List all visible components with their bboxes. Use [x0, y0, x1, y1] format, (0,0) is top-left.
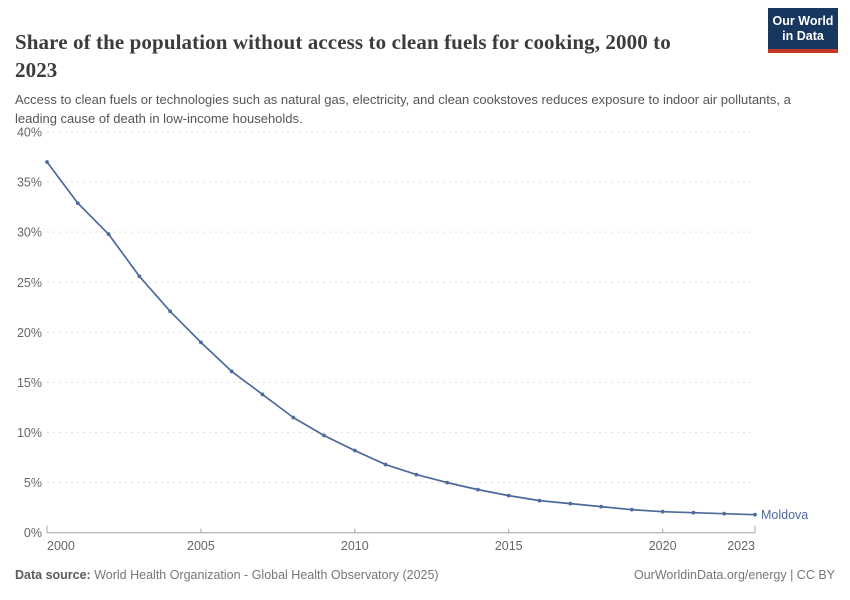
x-tick-label: 2015	[495, 539, 523, 553]
y-tick-label: 0%	[24, 526, 42, 540]
y-tick-label: 5%	[24, 476, 42, 490]
data-point	[629, 507, 634, 512]
data-point	[137, 274, 142, 279]
data-point	[45, 160, 49, 164]
series-line	[46, 161, 756, 516]
data-source-value: World Health Organization - Global Healt…	[94, 568, 439, 582]
data-source-label: Data source:	[15, 568, 91, 582]
data-point	[568, 501, 573, 506]
data-point	[753, 512, 757, 517]
y-tick-label: 30%	[17, 226, 42, 240]
data-point	[537, 498, 542, 503]
data-point	[291, 415, 296, 420]
x-tick-label: 2010	[341, 539, 369, 553]
y-tick-label: 40%	[17, 126, 42, 140]
data-point	[660, 509, 665, 514]
rights-link[interactable]: OurWorldinData.org/energy | CC BY	[633, 568, 835, 582]
y-tick-label: 10%	[17, 426, 42, 440]
y-tick-label: 20%	[17, 326, 42, 340]
owid-logo-line2: in Data	[782, 29, 824, 43]
data-point	[106, 232, 111, 237]
data-point	[199, 340, 203, 345]
y-tick-label: 25%	[17, 276, 42, 290]
data-point	[691, 510, 696, 515]
chart-footer: Data source: World Health Organization -…	[15, 568, 835, 582]
data-source-note: Data source: World Health Organization -…	[15, 568, 439, 582]
data-point	[322, 433, 326, 438]
data-point	[260, 392, 265, 397]
data-point	[722, 511, 727, 516]
data-point	[229, 369, 234, 374]
data-point	[445, 480, 450, 485]
page-title: Share of the population without access t…	[15, 30, 671, 83]
line-chart: 0% 5% 10% 15% 20% 25% 30% 35% 40% 2000 2005 2010 201…	[17, 126, 808, 554]
data-point	[506, 493, 511, 498]
data-point	[168, 309, 173, 314]
owid-logo-line1: Our World	[772, 14, 834, 28]
data-point	[383, 462, 388, 467]
series-label: Moldova	[761, 508, 808, 522]
x-tick-label: 2005	[187, 539, 215, 553]
data-point	[75, 201, 80, 206]
x-tick-label: 2000	[47, 539, 75, 553]
data-point	[476, 487, 480, 492]
data-point	[599, 504, 603, 509]
data-point	[352, 448, 357, 453]
page-subtitle: Access to clean fuels or technologies su…	[15, 92, 791, 126]
data-point	[414, 472, 419, 477]
y-tick-label: 15%	[17, 376, 42, 390]
owid-logo[interactable]: Our World in Data	[768, 8, 838, 53]
y-tick-label: 35%	[17, 176, 42, 190]
x-tick-label: 2023	[727, 539, 755, 553]
x-tick-label: 2020	[649, 539, 677, 553]
